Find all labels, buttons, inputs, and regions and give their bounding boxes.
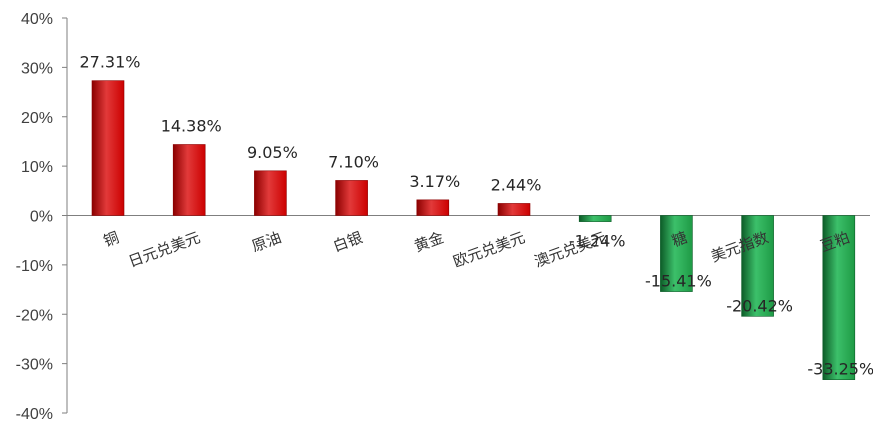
bar [578,215,612,222]
category-label: 日元兑美元 [126,228,203,271]
bar [335,180,368,216]
data-label: 9.05% [247,143,298,162]
bar [741,215,774,317]
bar [497,203,531,216]
bar-layer [91,80,856,380]
y-tick-label: 0% [30,209,53,226]
bar [172,144,206,216]
bar [91,80,125,216]
bar [416,199,450,216]
category-label: 白银 [331,228,365,255]
y-tick-label: 30% [21,60,53,77]
data-label: -33.25% [807,360,873,379]
y-tick-label: 10% [21,159,53,176]
data-label: -1.24% [569,232,626,251]
bar [660,215,693,292]
y-tick-label: 40% [21,11,53,28]
data-label: 7.10% [328,152,379,171]
data-label: 14.38% [161,116,222,135]
axis-layer: 40% 30% 20% 10% 0% -10% -20% -30% -40% [16,11,870,422]
data-label: 2.44% [491,175,542,194]
category-label: 欧元兑美元 [451,228,528,271]
y-tick-label: 20% [21,110,53,127]
category-label: 铜 [101,228,121,250]
bar [822,215,856,380]
data-label: -15.41% [645,272,712,291]
data-label: 27.31% [79,53,140,72]
y-tick-label: -20% [16,307,53,324]
category-label: 原油 [249,228,283,255]
data-label: 3.17% [409,172,460,191]
category-label: 黄金 [412,228,446,255]
category-label: 糖 [670,228,690,250]
data-label: -20.42% [726,296,793,315]
y-tick-label: -40% [16,406,53,422]
y-tick-label: -10% [16,258,53,275]
y-tick-label: -30% [16,357,53,374]
bar [254,170,287,216]
